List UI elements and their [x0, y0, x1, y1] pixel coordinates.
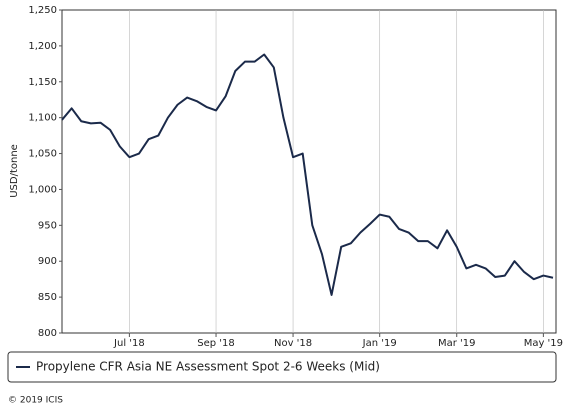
- y-tick-label: 950: [38, 220, 57, 231]
- y-tick-label: 1,200: [28, 41, 57, 52]
- x-tick-label: Jul '18: [113, 338, 145, 349]
- legend-label: Propylene CFR Asia NE Assessment Spot 2-…: [36, 360, 380, 374]
- x-tick-label: Mar '19: [438, 338, 476, 349]
- x-tick-label: Jan '19: [362, 338, 397, 349]
- plot-frame: [61, 9, 557, 334]
- x-tick-label: Sep '18: [197, 338, 235, 349]
- series-line: [61, 53, 554, 296]
- y-tick-label: 850: [38, 292, 57, 303]
- y-tick-label: 1,050: [28, 149, 57, 160]
- x-tick-label: May '19: [524, 338, 563, 349]
- y-axis-label: USD/tonne: [9, 144, 20, 198]
- x-tick-label: Nov '18: [274, 338, 312, 349]
- y-tick-label: 800: [38, 328, 57, 339]
- legend-box: [7, 351, 557, 383]
- y-tick-label: 1,000: [28, 184, 57, 195]
- y-tick-label: 900: [38, 256, 57, 267]
- y-tick-label: 1,250: [28, 5, 57, 16]
- y-tick-label: 1,150: [28, 77, 57, 88]
- footer: © 2019 ICIS: [8, 396, 63, 406]
- y-tick-label: 1,100: [28, 113, 57, 124]
